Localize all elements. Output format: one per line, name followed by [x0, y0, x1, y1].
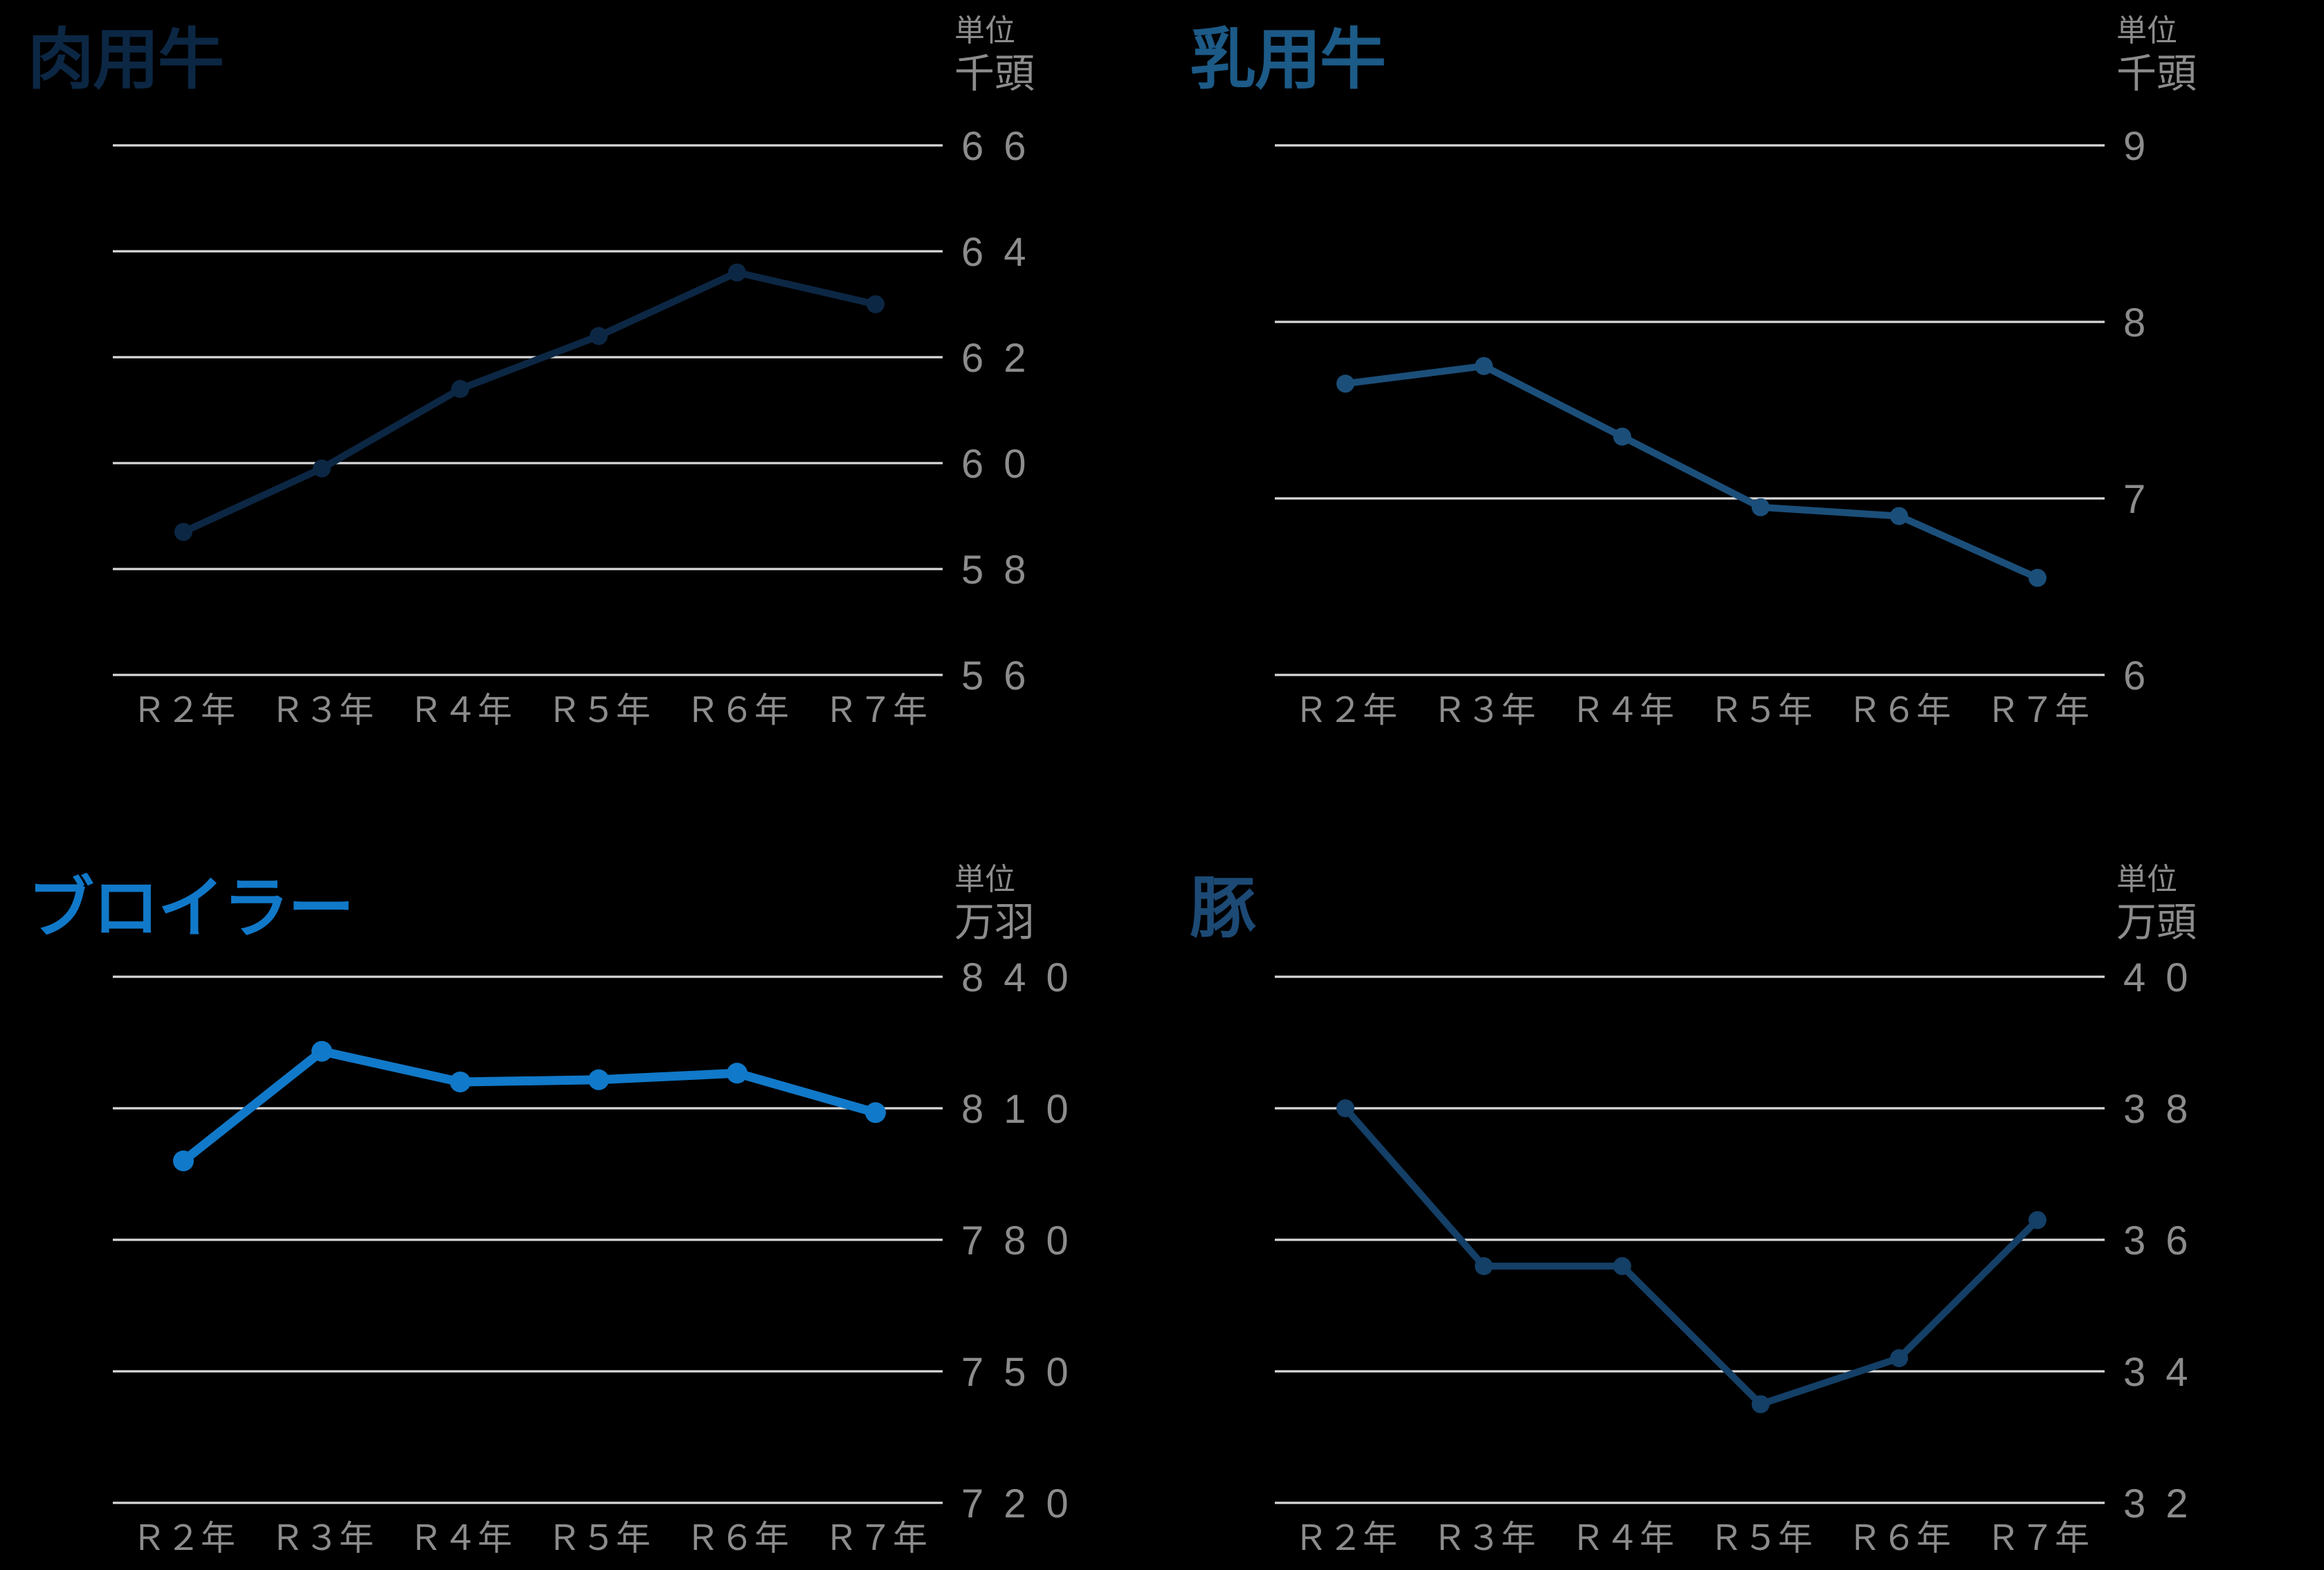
svg-text:9: 9 [2123, 124, 2145, 169]
svg-text:6 2: 6 2 [961, 336, 1026, 381]
svg-text:Ｒ５年: Ｒ５年 [1709, 691, 1813, 730]
svg-text:Ｒ６年: Ｒ６年 [1847, 1519, 1951, 1558]
svg-text:Ｒ５年: Ｒ５年 [547, 1519, 651, 1558]
svg-text:6: 6 [2123, 653, 2145, 698]
svg-text:7 8 0: 7 8 0 [961, 1218, 1069, 1263]
svg-text:Ｒ２年: Ｒ２年 [131, 1519, 235, 1558]
svg-text:Ｒ７年: Ｒ７年 [1986, 1519, 2089, 1558]
svg-text:Ｒ７年: Ｒ７年 [1986, 691, 2089, 730]
svg-text:Ｒ３年: Ｒ３年 [270, 1519, 374, 1558]
svg-text:5 6: 5 6 [961, 653, 1026, 698]
svg-text:8 4 0: 8 4 0 [961, 955, 1069, 1000]
svg-text:Ｒ４年: Ｒ４年 [408, 1519, 512, 1558]
svg-text:7 5 0: 7 5 0 [961, 1350, 1069, 1395]
svg-text:6 0: 6 0 [961, 442, 1026, 487]
svg-text:Ｒ６年: Ｒ６年 [685, 1519, 789, 1558]
svg-text:Ｒ２年: Ｒ２年 [131, 691, 235, 730]
svg-text:Ｒ７年: Ｒ７年 [824, 1519, 927, 1558]
svg-text:Ｒ４年: Ｒ４年 [408, 691, 512, 730]
svg-text:4 0: 4 0 [2123, 955, 2188, 1000]
svg-text:Ｒ２年: Ｒ２年 [1293, 691, 1397, 730]
svg-text:Ｒ６年: Ｒ６年 [1847, 691, 1951, 730]
svg-text:Ｒ２年: Ｒ２年 [1293, 1519, 1397, 1558]
svg-text:3 6: 3 6 [2123, 1218, 2188, 1263]
svg-text:Ｒ３年: Ｒ３年 [1432, 1519, 1536, 1558]
svg-text:3 4: 3 4 [2123, 1350, 2188, 1395]
svg-text:6 4: 6 4 [961, 230, 1026, 275]
svg-text:8 1 0: 8 1 0 [961, 1087, 1069, 1132]
svg-text:Ｒ３年: Ｒ３年 [1432, 691, 1536, 730]
svg-text:6 6: 6 6 [961, 124, 1026, 169]
svg-text:5 8: 5 8 [961, 548, 1026, 593]
svg-text:3 2: 3 2 [2123, 1481, 2188, 1526]
svg-text:Ｒ５年: Ｒ５年 [547, 691, 651, 730]
svg-text:Ｒ４年: Ｒ４年 [1570, 691, 1674, 730]
svg-text:Ｒ４年: Ｒ４年 [1570, 1519, 1674, 1558]
svg-text:Ｒ６年: Ｒ６年 [685, 691, 789, 730]
svg-text:Ｒ５年: Ｒ５年 [1709, 1519, 1813, 1558]
svg-text:8: 8 [2123, 300, 2145, 345]
svg-text:Ｒ７年: Ｒ７年 [824, 691, 927, 730]
svg-text:Ｒ３年: Ｒ３年 [270, 691, 374, 730]
svg-text:7: 7 [2123, 477, 2145, 522]
svg-text:7 2 0: 7 2 0 [961, 1481, 1069, 1526]
svg-text:3 8: 3 8 [2123, 1087, 2188, 1132]
